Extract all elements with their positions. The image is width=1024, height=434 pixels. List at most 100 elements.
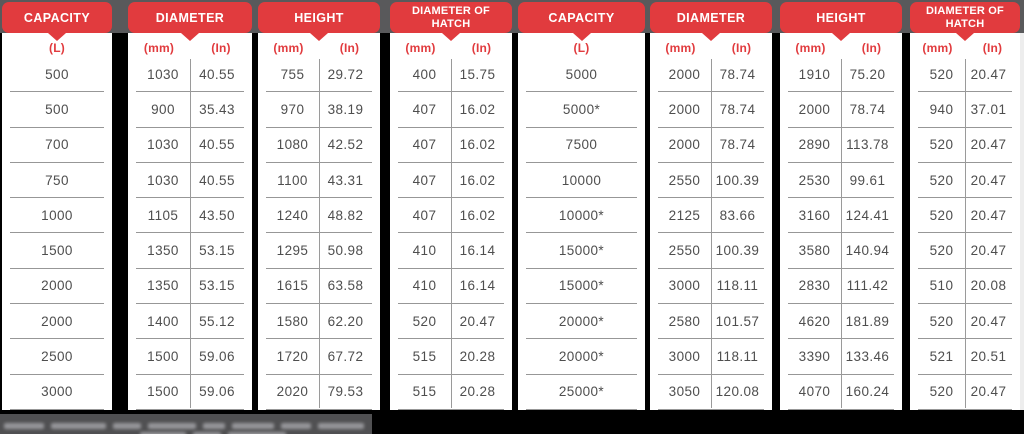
footer-bar [0, 414, 372, 434]
value-cell: 100.39 [715, 243, 760, 259]
value-cell: 99.61 [849, 172, 886, 188]
value-cell: 1500 [147, 384, 179, 400]
spec-tables-row: CAPACITY (L) 500 500 700 750 1000 1500 2000 2000 2… [0, 2, 1020, 410]
value-cell: 2550 [668, 243, 701, 259]
table-row: 1720 67.72 [266, 339, 372, 375]
value-cell: 520 [929, 313, 954, 329]
table-row: 3050 120.08 [658, 375, 764, 410]
value-cell: 16.14 [459, 243, 496, 259]
table-row: 1000 [10, 198, 104, 234]
value-cell: 16.14 [459, 278, 496, 294]
column-divider [451, 59, 452, 408]
value-cell: 3580 [798, 243, 831, 259]
value-cell: 2550 [668, 172, 701, 188]
value-cell: 410 [412, 243, 437, 259]
value-cell: 140.94 [845, 243, 890, 259]
table-rows: 5000 5000* 7500 10000 10000* 15000* 15000* 2000… [518, 57, 645, 410]
value-cell: 407 [412, 207, 437, 223]
table-row: 2500 [10, 339, 104, 375]
value-cell: 4620 [798, 313, 831, 329]
unit-label: (mm) [273, 40, 304, 55]
header-notch [832, 33, 850, 41]
value-cell: 1105 [147, 207, 179, 223]
value-cell: 7500 [565, 137, 598, 153]
value-cell: 1000 [41, 207, 73, 223]
header-notch [572, 33, 591, 41]
value-cell: 118.11 [716, 349, 759, 365]
value-cell: 40.55 [199, 137, 235, 153]
value-cell: 35.43 [199, 101, 235, 117]
value-cell: 2125 [668, 207, 701, 223]
unit-label-row: (mm) (In) [910, 33, 1020, 57]
unit-label: (mm) [665, 40, 696, 55]
table-row: 3000 118.11 [658, 339, 764, 375]
table-row: 25000* [526, 375, 637, 410]
value-cell: 700 [45, 137, 69, 153]
value-cell: 1080 [276, 137, 309, 153]
unit-label: (mm) [922, 40, 953, 55]
value-cell: 100.39 [715, 172, 760, 188]
value-cell: 78.74 [719, 66, 756, 82]
table-header: HEIGHT [258, 2, 380, 41]
value-cell: 10000 [561, 172, 602, 188]
table-rows: 1910 75.20 2000 78.74 2890 113.78 2530 99.61 316… [780, 57, 902, 410]
table-row: 15000* [526, 269, 637, 305]
value-cell: 16.02 [459, 137, 496, 153]
unit-label: (In) [731, 40, 752, 55]
table-row: 2000 [10, 304, 104, 340]
table-row: 500 [10, 92, 104, 128]
value-cell: 520 [929, 66, 954, 82]
table-header: CAPACITY [518, 2, 645, 41]
table-row: 5000* [526, 92, 637, 128]
value-cell: 500 [45, 101, 69, 117]
value-cell: 75.20 [849, 66, 886, 82]
value-cell: 521 [929, 349, 954, 365]
value-cell: 755 [280, 66, 305, 82]
table-body: (L) 5000 5000* 7500 10000 10000* 15000* 15000* 2… [518, 33, 645, 410]
value-cell: 1350 [147, 243, 179, 259]
value-cell: 181.89 [845, 313, 890, 329]
value-cell: 20000* [558, 349, 605, 365]
value-cell: 16.02 [459, 101, 496, 117]
value-cell: 78.74 [719, 137, 756, 153]
value-cell: 37.01 [970, 101, 1007, 117]
table-row: 500 [10, 57, 104, 93]
value-cell: 20.51 [970, 349, 1007, 365]
value-cell: 2580 [668, 313, 701, 329]
value-cell: 3000 [668, 349, 701, 365]
table-rows: 400 15.75 407 16.02 407 16.02 407 16.02 407 16.02… [390, 57, 512, 410]
value-cell: 3160 [798, 207, 831, 223]
value-cell: 43.50 [199, 207, 235, 223]
unit-label-row: (L) [2, 33, 112, 57]
table-rows: 2000 78.74 2000 78.74 2000 78.74 2550 100.39 212… [650, 57, 772, 410]
value-cell: 5000* [562, 101, 601, 117]
value-cell: 2000 [41, 278, 73, 294]
value-cell: 515 [412, 384, 437, 400]
value-cell: 20.08 [970, 278, 1007, 294]
value-cell: 970 [280, 101, 305, 117]
value-cell: 407 [412, 137, 437, 153]
unit-label-row: (mm) (In) [258, 33, 380, 57]
value-cell: 940 [929, 101, 954, 117]
value-cell: 5000 [565, 66, 598, 82]
value-cell: 2000 [668, 101, 701, 117]
header-notch [956, 33, 974, 41]
value-cell: 20.47 [970, 313, 1007, 329]
value-cell: 16.02 [459, 207, 496, 223]
spec-table-diameter: DIAMETER (mm) (In) 2000 78.74 2000 78.74 2000 78… [650, 2, 772, 410]
table-header: CAPACITY [2, 2, 112, 41]
table-header: DIAMETER [650, 2, 772, 41]
value-cell: 20.28 [459, 349, 496, 365]
value-cell: 2830 [798, 278, 831, 294]
table-row: 1500 59.06 [136, 375, 244, 410]
value-cell: 53.15 [199, 278, 235, 294]
value-cell: 1720 [276, 349, 309, 365]
value-cell: 2020 [276, 384, 309, 400]
value-cell: 520 [929, 207, 954, 223]
value-cell: 1030 [147, 66, 179, 82]
table-row: 15000* [526, 233, 637, 269]
value-cell: 20.28 [459, 384, 496, 400]
value-cell: 59.06 [199, 384, 235, 400]
value-cell: 16.02 [459, 172, 496, 188]
